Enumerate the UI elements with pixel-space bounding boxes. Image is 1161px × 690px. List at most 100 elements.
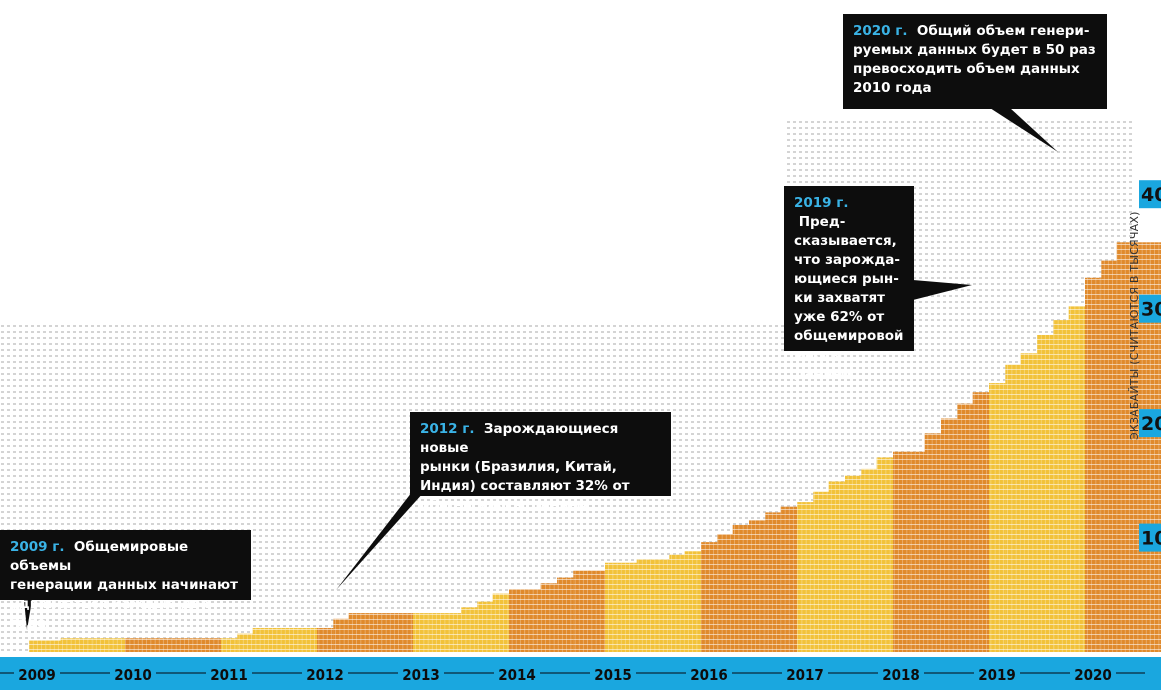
- x-tick-label: 2018: [882, 666, 920, 684]
- bar-texture: [77, 638, 94, 652]
- x-tick-label: 2020: [1074, 666, 1112, 684]
- bar-texture: [605, 562, 622, 652]
- bar-texture: [813, 491, 830, 652]
- x-tick-label: 2009: [18, 666, 56, 684]
- bar-texture: [989, 383, 1006, 652]
- y-tick-label: 30: [1141, 299, 1161, 321]
- bar-texture: [333, 618, 350, 652]
- x-tick-bg: [494, 665, 540, 682]
- bar-texture: [1116, 242, 1134, 653]
- pointer-2019: [913, 280, 972, 300]
- callout-text: Общий объем генери- руемых данных будет …: [853, 23, 1096, 96]
- bar-texture: [269, 627, 286, 652]
- bar-texture: [621, 562, 638, 652]
- bar-texture: [204, 638, 222, 652]
- bar-texture: [125, 638, 142, 652]
- bar-texture: [1068, 306, 1086, 652]
- x-tick-label: 2011: [210, 666, 248, 684]
- x-tick-bg: [302, 665, 348, 682]
- bar-texture: [573, 570, 590, 652]
- callout-text: Зарождающиеся новые рынки (Бразилия, Кит…: [420, 421, 630, 513]
- bar-texture: [1149, 242, 1161, 653]
- bar-texture: [252, 627, 270, 652]
- callout-2009: 2009 г. Общемировые объемы генерации дан…: [0, 530, 251, 631]
- x-tick-bg: [686, 665, 732, 682]
- x-tick-label: 2015: [594, 666, 632, 684]
- bar-texture: [429, 613, 446, 652]
- bar-texture: [653, 559, 670, 652]
- bar-texture: [108, 638, 126, 652]
- bar-texture: [732, 524, 750, 652]
- y-tick-label: 20: [1141, 413, 1161, 435]
- bar-texture: [141, 638, 158, 652]
- callout-2019: 2019 г. Пред- сказывается, что зарожда- …: [784, 186, 914, 382]
- callout-text: Пред- сказывается, что зарожда- ющиеся р…: [794, 214, 904, 382]
- callout-year: 2019 г.: [794, 195, 849, 211]
- x-tick-label: 2014: [498, 666, 536, 684]
- bar-texture: [1020, 353, 1038, 652]
- bar-texture: [780, 506, 798, 652]
- bar-texture: [461, 607, 478, 652]
- bar-texture: [828, 481, 846, 652]
- bar-texture: [492, 593, 510, 652]
- bar-texture: [509, 589, 526, 652]
- bar-texture: [60, 638, 78, 652]
- bar-texture: [557, 577, 574, 652]
- x-tick-bg: [974, 665, 1020, 682]
- callout-year: 2009 г.: [10, 539, 65, 555]
- x-tick-label: 2019: [978, 666, 1016, 684]
- x-tick-bg: [110, 665, 156, 682]
- x-tick-label: 2016: [690, 666, 728, 684]
- bar-texture: [845, 475, 862, 652]
- bar-texture: [701, 542, 718, 652]
- bar-texture: [365, 613, 382, 652]
- y-tick-band: [1139, 523, 1161, 552]
- bar-texture: [237, 633, 254, 652]
- bar-texture: [924, 433, 942, 652]
- bar-texture: [525, 589, 542, 652]
- x-tick-bg: [782, 665, 828, 682]
- x-tick-bg: [14, 665, 60, 682]
- y-axis-unit-label: ЭКЗАБАЙТЫ (СЧИТАЮТСЯ В ТЫСЯЧАХ): [1128, 211, 1141, 440]
- bar-texture: [717, 534, 734, 652]
- y-axis: 10 20 30 40: [1139, 180, 1161, 552]
- bar-texture: [396, 613, 414, 652]
- x-tick-label: 2010: [114, 666, 152, 684]
- bar-texture: [957, 403, 974, 652]
- bar-texture: [588, 570, 606, 652]
- bar-texture: [749, 520, 766, 652]
- bar-texture: [221, 638, 238, 652]
- bar-texture: [797, 502, 814, 652]
- bar-texture: [876, 457, 894, 652]
- y-tick-label: 10: [1141, 528, 1161, 550]
- bar-texture: [189, 638, 206, 652]
- pointer-2020: [990, 108, 1058, 152]
- bar-texture: [1101, 260, 1118, 652]
- bar-texture: [413, 613, 430, 652]
- bar-texture: [444, 613, 462, 652]
- bar-texture: [29, 640, 46, 652]
- x-axis: 2009 2010 2011 2012 2013 2014 2015 2016 2017 2018…: [0, 657, 1161, 690]
- callout-2012: 2012 г. Зарождающиеся новые рынки (Брази…: [410, 412, 671, 513]
- x-tick-bg: [1070, 665, 1116, 682]
- x-tick-bg: [590, 665, 636, 682]
- bar-texture: [909, 451, 926, 652]
- callout-text: Общемировые объемы генерации данных начи…: [10, 539, 238, 631]
- bar-texture: [636, 559, 654, 652]
- bar-texture: [317, 627, 334, 652]
- pointer-2012: [336, 492, 424, 590]
- bar-texture: [1085, 277, 1102, 652]
- x-tick-bg: [206, 665, 252, 682]
- callout-pointers: [24, 108, 1058, 630]
- bar-texture: [540, 583, 558, 652]
- bar-texture: [684, 551, 702, 652]
- bar-texture: [1037, 334, 1054, 652]
- bar-texture: [1005, 364, 1022, 652]
- x-tick-bg: [878, 665, 924, 682]
- bar-texture: [972, 392, 990, 652]
- x-tick-label: 2017: [786, 666, 824, 684]
- y-tick-band: [1139, 180, 1161, 209]
- bar-texture: [893, 451, 910, 652]
- bar-texture: [381, 613, 398, 652]
